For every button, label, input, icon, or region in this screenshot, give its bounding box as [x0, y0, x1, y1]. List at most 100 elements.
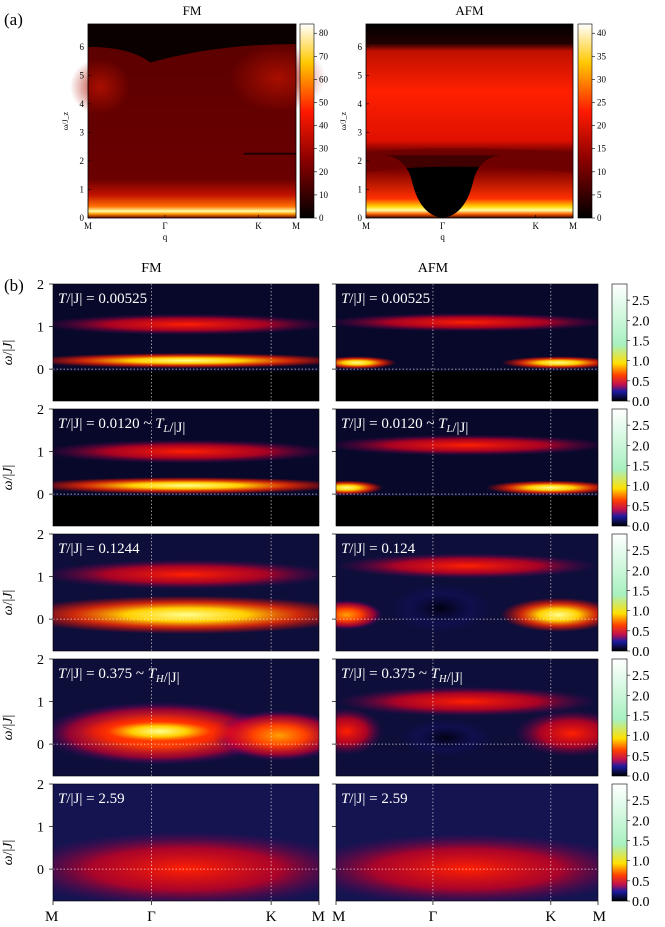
panel-b-colorbar-tick-label: 0.0 — [632, 895, 650, 910]
temperature-label: T/|J| = 0.1244 — [58, 541, 140, 557]
panel-a-xtick-label: M — [569, 221, 577, 231]
panel-a-ytick-label: 5 — [358, 70, 363, 80]
panel-b-colorbar-tick-label: 0.0 — [632, 645, 650, 660]
panel-b-colorbar-tick-label: 0.5 — [632, 750, 650, 765]
spectral-weight-blob — [501, 597, 598, 632]
panel-b-frame — [52, 658, 320, 777]
afm-a-dark-band — [366, 148, 573, 173]
panel-a-afm-plot — [366, 24, 573, 218]
panel-b-colorbar-tick-label: 2.5 — [632, 544, 650, 559]
panel-b-colorbar — [611, 408, 628, 527]
panel-a-xtick-label: K — [532, 221, 539, 231]
panel-a-ytick-label: 3 — [358, 127, 363, 137]
temperature-label: T/|J| = 0.0120 ~ TL/|J| — [58, 416, 185, 436]
temperature-label: T/|J| = 0.0120 ~ TL/|J| — [341, 416, 468, 436]
panel-b-ytick-label: 1 — [37, 321, 44, 336]
panel-b-ytick-label: 2 — [37, 278, 44, 293]
spectral-weight-blob — [336, 480, 384, 495]
spectral-weight-blob — [485, 480, 598, 495]
panel-a-xtick-label: M — [362, 221, 370, 231]
panel-b-fm-row-4 — [53, 659, 319, 776]
panel-b-colorbar-tick-label: 2.0 — [632, 689, 650, 704]
spectral-weight-blob — [336, 686, 598, 717]
spectral-weight-blob — [388, 582, 494, 634]
panel-a-colorbar-tick-label: 0 — [597, 213, 602, 223]
spectral-weight-blob — [53, 595, 319, 634]
panel-a-colorbar-tick-label: 10 — [597, 167, 607, 177]
panel-b-frame — [52, 533, 320, 652]
heatmap-zero-region — [53, 496, 319, 526]
panel-b-fm-row-5 — [53, 784, 319, 901]
temperature-label: T/|J| = 2.59 — [58, 791, 125, 807]
panel-b-xtick-label: M — [45, 909, 58, 925]
panel-b-colorbar-tick-label: 1.0 — [632, 730, 650, 745]
panel-a-ytick-label: 4 — [80, 99, 85, 109]
panel-b-colorbar-tick-label: 2.5 — [632, 794, 650, 809]
spectral-weight-blob — [501, 356, 598, 370]
panel-a-fm-plot — [70, 24, 326, 218]
heatmap-zero-region — [336, 371, 598, 401]
panel-a-colorbar-tick-label: 20 — [597, 121, 607, 131]
panel-b-ytick-label: 2 — [37, 778, 44, 793]
panel-a-colorbar-tick-label: 10 — [319, 190, 329, 200]
spectral-weight-blob — [514, 710, 598, 757]
panel-b-colorbar-tick-label: 2.5 — [632, 669, 650, 684]
panel-a-colorbar-tick-label: 15 — [597, 144, 607, 154]
panel-a-fm-frame — [87, 23, 297, 219]
panel-b-xtick-label: K — [266, 909, 277, 925]
panel-b-afm-row-4 — [336, 659, 598, 776]
panel-a-afm-xlabel: q — [440, 232, 445, 242]
panel-b-ytick-label: 0 — [37, 863, 44, 878]
panel-a-ytick-label: 2 — [80, 156, 85, 166]
panel-a-ytick-label: 0 — [80, 213, 85, 223]
temperature-label: T/|J| = 0.375 ~ TH/|J| — [58, 666, 180, 686]
panel-b-frame — [335, 783, 599, 902]
panel-b-afm-row-1 — [336, 284, 598, 401]
panel-b-ytick-label: 0 — [37, 613, 44, 628]
panel-b-colorbar-tick-label: 0.0 — [632, 770, 650, 785]
panel-b-colorbar-tick-label: 2.0 — [632, 564, 650, 579]
panel-a-ytick-label: 0 — [358, 213, 363, 223]
panel-b-colorbar-tick-label: 1.5 — [632, 834, 650, 849]
panel-b-ylabel: ω/|J| — [1, 590, 16, 616]
panel-a-label: (a) — [4, 10, 23, 29]
panel-b-frame — [335, 408, 599, 527]
panel-a-afm-frame — [365, 23, 574, 219]
panel-b-ylabel: ω/|J| — [1, 465, 16, 491]
panel-a-fm-ylabel: ω/J_z — [61, 111, 70, 130]
spectral-weight-blob — [53, 477, 319, 495]
panel-b-ylabel: ω/|J| — [1, 715, 16, 741]
temperature-label: T/|J| = 0.375 ~ TH/|J| — [341, 666, 463, 686]
heatmap-zero-region — [336, 496, 598, 526]
spectral-weight-blob — [336, 553, 598, 579]
spectral-weight-blob — [336, 599, 384, 630]
panel-a-colorbar-tick-label: 30 — [319, 144, 329, 154]
panel-b-xtick-label: M — [593, 909, 606, 925]
panel-b-ytick-label: 0 — [37, 738, 44, 753]
panel-b-colorbar-tick-label: 1.0 — [632, 355, 650, 370]
panel-b-colorbar-tick-label: 2.5 — [632, 419, 650, 434]
panel-b-colorbar-tick-label: 1.0 — [632, 605, 650, 620]
panel-a-xtick-label: Γ — [440, 221, 445, 231]
panel-a-ytick-label: 3 — [80, 127, 85, 137]
panel-b-xtick-label: M — [332, 909, 345, 925]
panel-a-colorbar-tick-label: 25 — [597, 98, 607, 108]
fm-a-top-band — [88, 24, 296, 63]
panel-b-colorbar-tick-label: 0.5 — [632, 500, 650, 515]
spectral-weight-blob — [53, 313, 319, 336]
spectral-weight-blob — [212, 710, 319, 762]
panel-a-afm-ylabel: ω/J_z — [339, 111, 348, 130]
panel-a-colorbar-tick-label: 60 — [319, 74, 329, 84]
panel-b-xtick-label: M — [312, 909, 325, 925]
panel-b-colorbar-tick-label: 0.5 — [632, 375, 650, 390]
panel-a-afm-colorbar — [577, 23, 593, 219]
panel-b-frame — [52, 283, 320, 402]
panel-a-colorbar-tick-label: 70 — [319, 51, 329, 61]
panel-b-ytick-label: 2 — [37, 653, 44, 668]
panel-b-colorbar — [611, 658, 628, 777]
panel-a-afm-title: AFM — [455, 3, 484, 18]
spectral-weight-blob — [53, 439, 319, 464]
panel-b-fm-row-2 — [53, 409, 319, 526]
panel-b-afm-title: AFM — [418, 261, 449, 276]
panel-a-xtick-label: K — [255, 221, 262, 231]
